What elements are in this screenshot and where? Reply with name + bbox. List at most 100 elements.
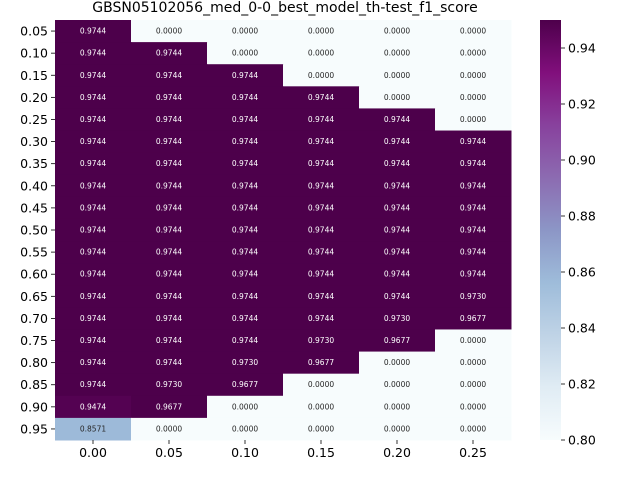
heatmap-cell: [131, 108, 208, 132]
cell-value-label: 0.9677: [232, 380, 258, 389]
cell-value-label: 0.9744: [156, 226, 182, 235]
heatmap-cell: [131, 20, 208, 43]
y-tick-label: 0.90: [20, 399, 48, 414]
y-tick-label: 0.35: [20, 156, 48, 171]
cell-value-label: 0.9744: [308, 248, 334, 257]
heatmap-cell: [207, 417, 284, 441]
cell-value-label: 0.0000: [308, 424, 334, 433]
heatmap-cell: [283, 108, 360, 132]
cell-value-label: 0.0000: [384, 402, 410, 411]
heatmap-cell: [207, 329, 284, 353]
cell-value-label: 0.9744: [232, 71, 258, 80]
heatmap-cell: [359, 218, 436, 242]
cell-value-label: 0.9744: [156, 137, 182, 146]
cell-value-label: 0.9744: [384, 270, 410, 279]
y-tick-label: 0.60: [20, 267, 48, 282]
cell-value-label: 0.9744: [232, 203, 258, 212]
heatmap-cell: [55, 351, 132, 375]
cell-value-label: 0.9744: [156, 49, 182, 58]
heatmap-cell: [55, 196, 132, 220]
cell-value-label: 0.9744: [80, 49, 106, 58]
heatmap-cell: [359, 42, 436, 65]
y-tick-label: 0.85: [20, 377, 48, 392]
cell-value-label: 0.9744: [156, 203, 182, 212]
cell-value-label: 0.9744: [80, 358, 106, 367]
heatmap-cell: [131, 307, 208, 330]
cell-value-label: 0.9744: [232, 137, 258, 146]
cell-value-label: 0.9744: [460, 181, 486, 190]
cell-value-label: 0.9744: [460, 248, 486, 257]
y-tick-label: 0.25: [20, 112, 48, 127]
x-tick-label: 0.10: [231, 445, 259, 460]
heatmap-cell: [283, 64, 360, 87]
heatmap-cell: [283, 395, 360, 419]
cell-value-label: 0.0000: [460, 93, 486, 102]
heatmap-cell: [435, 285, 512, 308]
heatmap-cells: [55, 20, 512, 441]
heatmap-cell: [435, 351, 512, 375]
heatmap-cell: [359, 86, 436, 109]
heatmap-cell: [359, 152, 436, 176]
heatmap-cell: [207, 373, 284, 397]
heatmap-cell: [55, 174, 132, 198]
cell-value-label: 0.9744: [232, 226, 258, 235]
heatmap-cell: [283, 196, 360, 220]
heatmap-cell: [55, 42, 132, 65]
cell-value-label: 0.0000: [308, 380, 334, 389]
heatmap-cell: [55, 285, 132, 308]
heatmap-cell: [359, 329, 436, 353]
cell-value-label: 0.9744: [156, 93, 182, 102]
cell-value-label: 0.9744: [80, 314, 106, 323]
cell-value-label: 0.9744: [460, 270, 486, 279]
heatmap-cell: [207, 86, 284, 109]
cell-value-label: 0.9744: [460, 137, 486, 146]
cell-value-label: 0.9744: [156, 159, 182, 168]
cell-value-label: 0.9744: [80, 181, 106, 190]
colorbar-tick-label: 0.84: [568, 321, 596, 336]
cell-value-label: 0.9744: [384, 181, 410, 190]
heatmap-cell: [131, 64, 208, 87]
cell-value-label: 0.9730: [384, 314, 410, 323]
heatmap-cell: [55, 218, 132, 242]
heatmap-cell: [131, 86, 208, 109]
cell-value-label: 0.9744: [156, 270, 182, 279]
heatmap-cell: [207, 307, 284, 330]
heatmap-cell: [131, 417, 208, 441]
heatmap-cell: [435, 42, 512, 65]
cell-value-label: 0.9744: [384, 226, 410, 235]
cell-value-label: 0.9744: [308, 159, 334, 168]
heatmap-cell: [131, 329, 208, 353]
heatmap-cell: [55, 329, 132, 353]
heatmap-cell: [359, 130, 436, 154]
heatmap-cell: [283, 285, 360, 308]
y-tick-label: 0.15: [20, 68, 48, 83]
y-tick-label: 0.05: [20, 24, 48, 39]
heatmap-cell: [131, 241, 208, 264]
cell-value-labels: 0.9744 0.0000 0.0000 0.0000 0.0000 0.0000 0.97…: [80, 27, 486, 434]
cell-value-label: 0.9730: [460, 292, 486, 301]
cell-value-label: 0.0000: [156, 424, 182, 433]
heatmap-cell: [207, 108, 284, 132]
cell-value-label: 0.9744: [384, 292, 410, 301]
heatmap-cell: [55, 130, 132, 154]
heatmap-cell: [207, 174, 284, 198]
cell-value-label: 0.9744: [80, 93, 106, 102]
x-tick-label: 0.05: [155, 445, 183, 460]
x-tick-label: 0.20: [383, 445, 411, 460]
cell-value-label: 0.9730: [308, 336, 334, 345]
heatmap-cell: [283, 130, 360, 154]
heatmap-cell: [435, 329, 512, 353]
cell-value-label: 0.0000: [232, 27, 258, 36]
x-tick-label: 0.15: [307, 445, 335, 460]
heatmap-cell: [55, 395, 132, 419]
heatmap-cell: [435, 395, 512, 419]
y-tick-label: 0.65: [20, 289, 48, 304]
cell-value-label: 0.9744: [308, 270, 334, 279]
heatmap-cell: [207, 285, 284, 308]
y-tick-label: 0.40: [20, 178, 48, 193]
heatmap-cell: [359, 20, 436, 43]
heatmap-cell: [359, 263, 436, 286]
heatmap-cell: [207, 20, 284, 43]
cell-value-label: 0.9677: [156, 402, 182, 411]
cell-value-label: 0.8571: [80, 424, 106, 433]
